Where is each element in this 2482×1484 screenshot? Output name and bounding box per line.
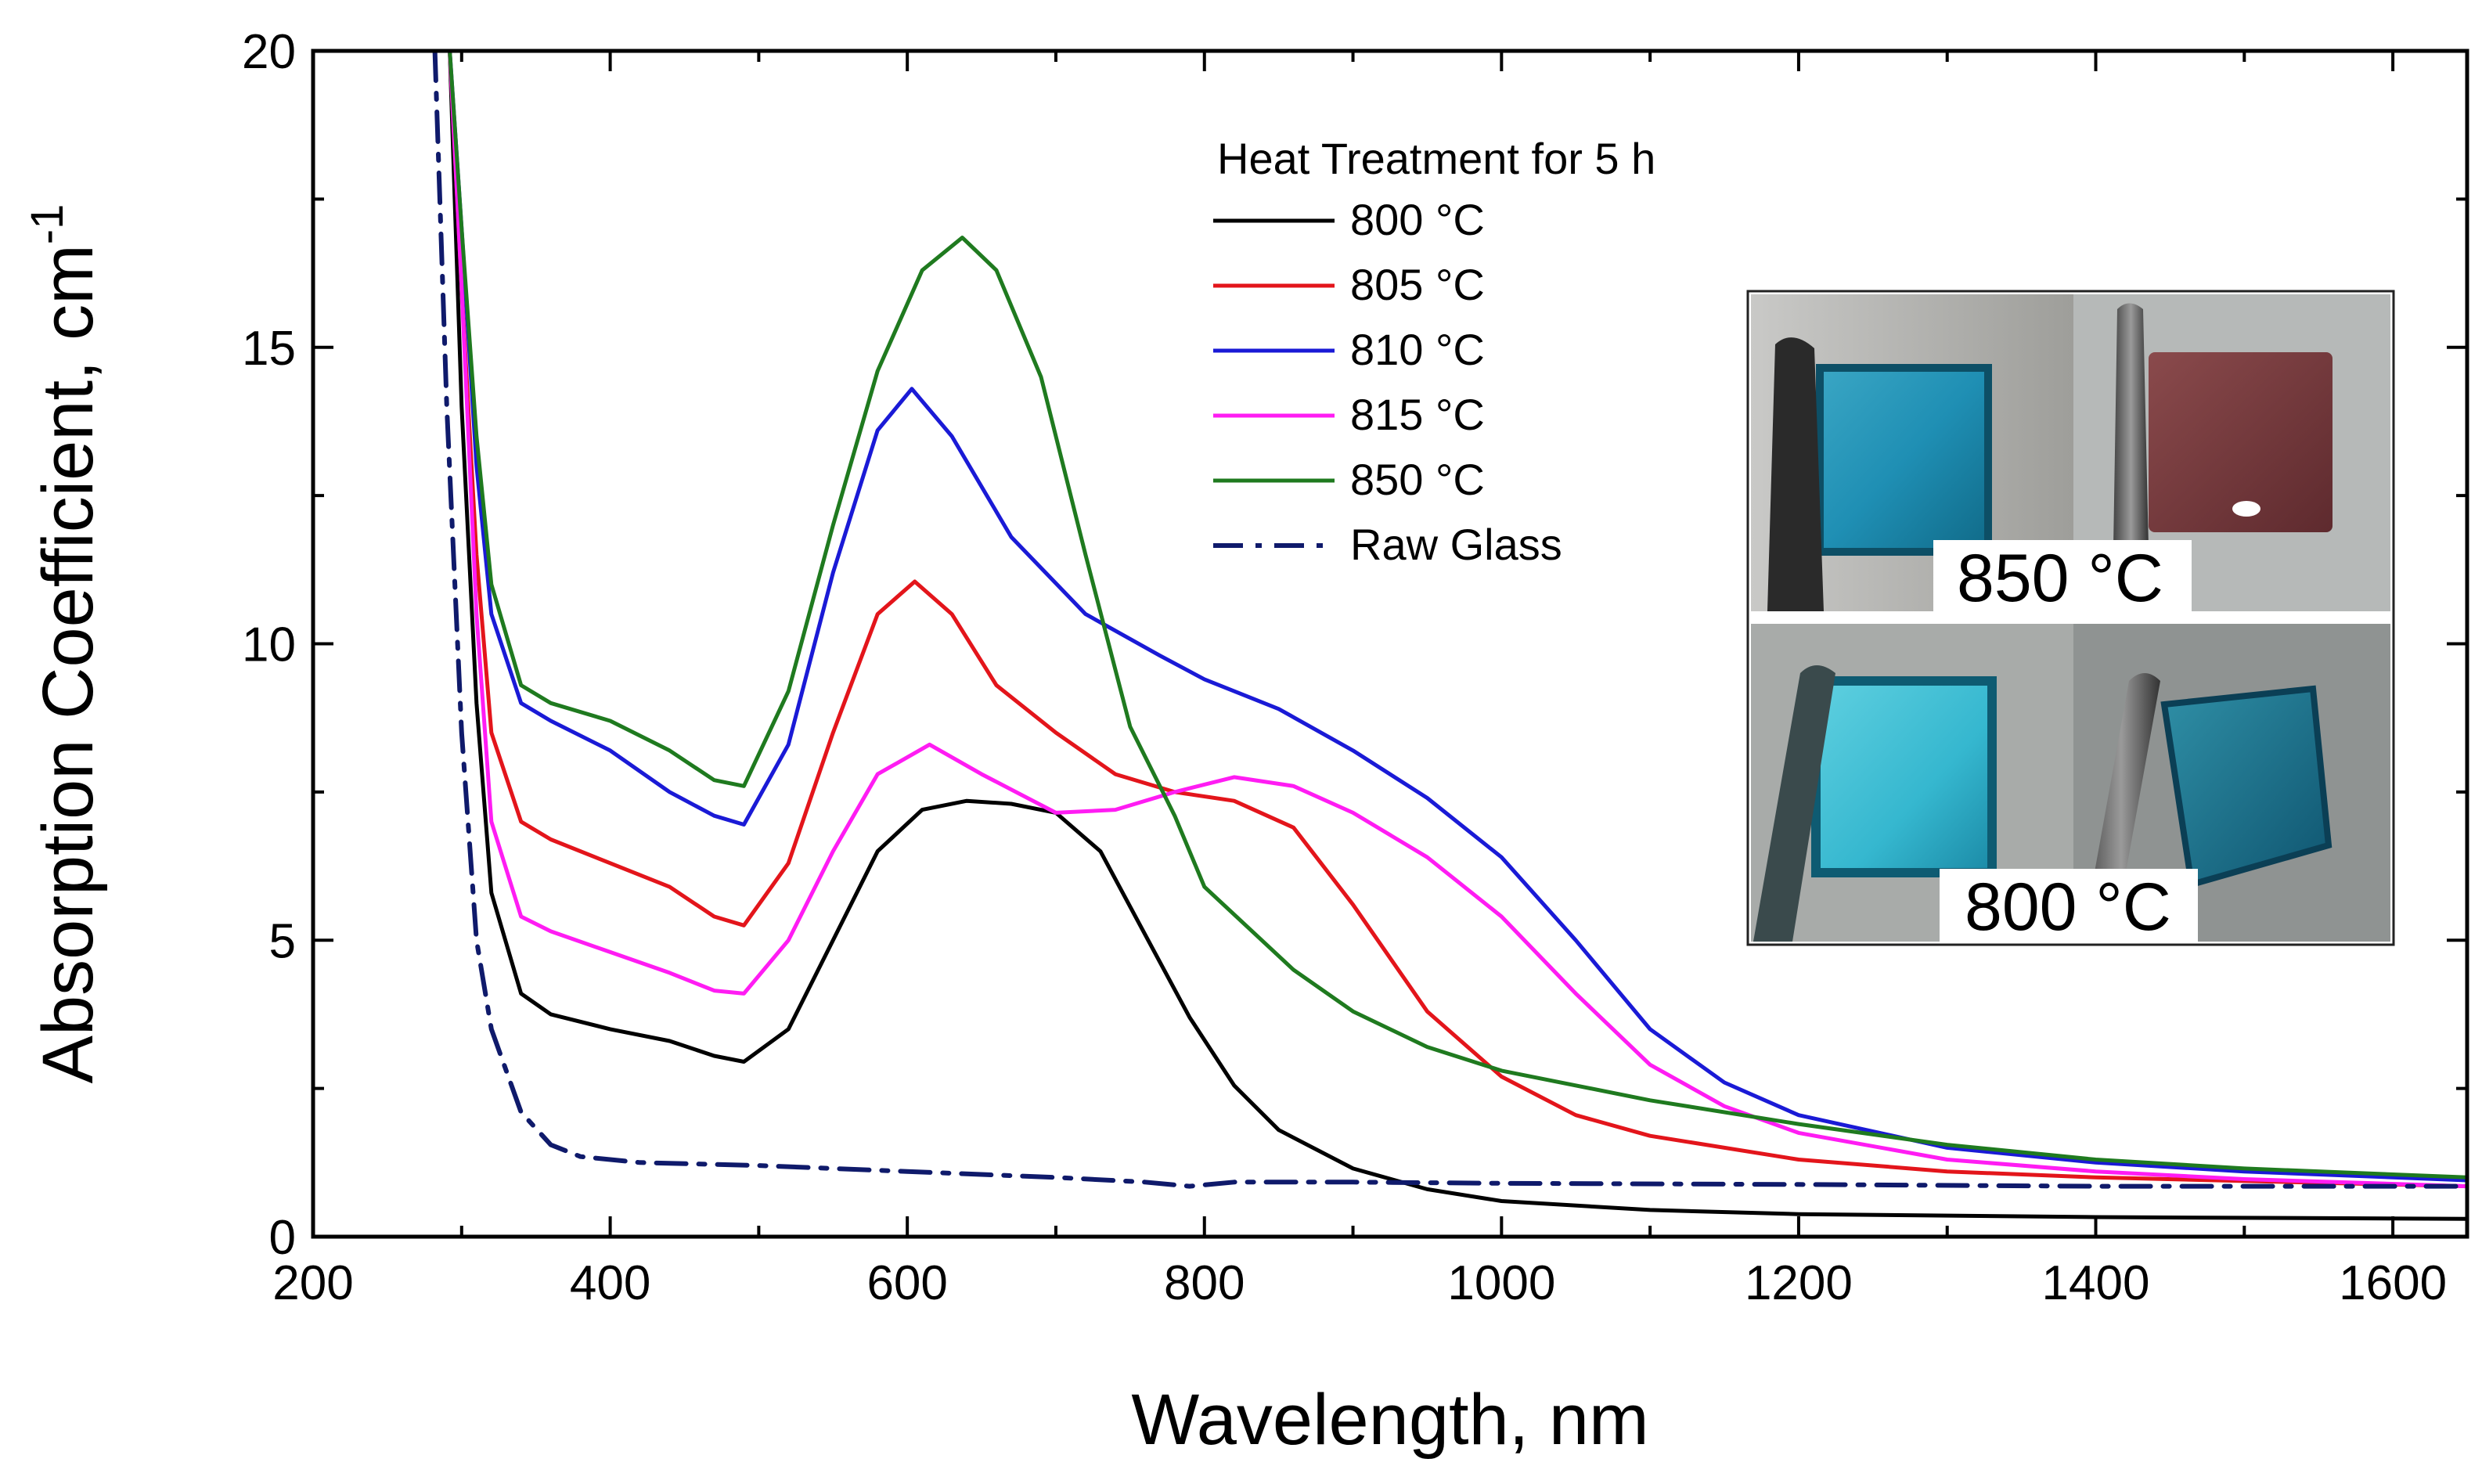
legend-label-0: 800 °C <box>1350 195 1485 244</box>
x-tick-label: 1600 <box>2339 1256 2447 1310</box>
legend: Heat Treatment for 5 h 800 °C 805 °C 810 °… <box>1213 134 1655 569</box>
series-line-3 <box>448 51 2467 1189</box>
x-tick-label: 1400 <box>2042 1256 2150 1310</box>
legend-label-5: Raw Glass <box>1350 520 1562 569</box>
inset-label-850: 850 °C <box>1957 541 2163 616</box>
legend-label-3: 815 °C <box>1350 390 1485 439</box>
x-tick-label: 800 <box>1164 1256 1245 1310</box>
inset-panel-top-left <box>1751 294 2073 611</box>
y-tick-label: 20 <box>242 25 296 79</box>
inset-label-box-top <box>1933 540 2192 612</box>
inset-label-box-bottom <box>1940 869 2198 942</box>
x-tick-label: 200 <box>272 1256 353 1310</box>
curves-layer <box>432 51 2467 1221</box>
legend-label-2: 810 °C <box>1350 325 1485 374</box>
inset-photo: 850 °C 800 °C <box>1746 290 2395 946</box>
series-line-2 <box>448 51 2467 1183</box>
y-tick-label: 10 <box>242 618 296 672</box>
inset-label-800: 800 °C <box>1965 870 2171 945</box>
inset-panel-bottom-left <box>1751 624 2073 942</box>
x-axis-title: Wavelength, nm <box>1131 1380 1648 1460</box>
y-tick-label: 5 <box>269 914 296 968</box>
y-axis-title: Absorption Coefficient, cm-1 <box>22 204 108 1084</box>
series-line-0 <box>448 51 2467 1221</box>
series-line-4 <box>448 51 2467 1180</box>
y-tick-label: 15 <box>242 322 296 376</box>
legend-title: Heat Treatment for 5 h <box>1217 134 1655 183</box>
y-tick-label: 0 <box>269 1211 296 1265</box>
axes-layer: 200 400 600 800 1000 1200 1400 1600 0 5 10 15 20 Wave… <box>22 25 2469 1460</box>
x-tick-label: 600 <box>866 1256 947 1310</box>
legend-label-4: 850 °C <box>1350 455 1485 504</box>
x-tick-label: 1200 <box>1745 1256 1853 1310</box>
series-line-1 <box>448 51 2467 1189</box>
series-line-5 <box>432 51 2467 1189</box>
legend-label-1: 805 °C <box>1350 260 1485 309</box>
x-tick-label: 1000 <box>1447 1256 1555 1310</box>
x-tick-label: 400 <box>570 1256 650 1310</box>
